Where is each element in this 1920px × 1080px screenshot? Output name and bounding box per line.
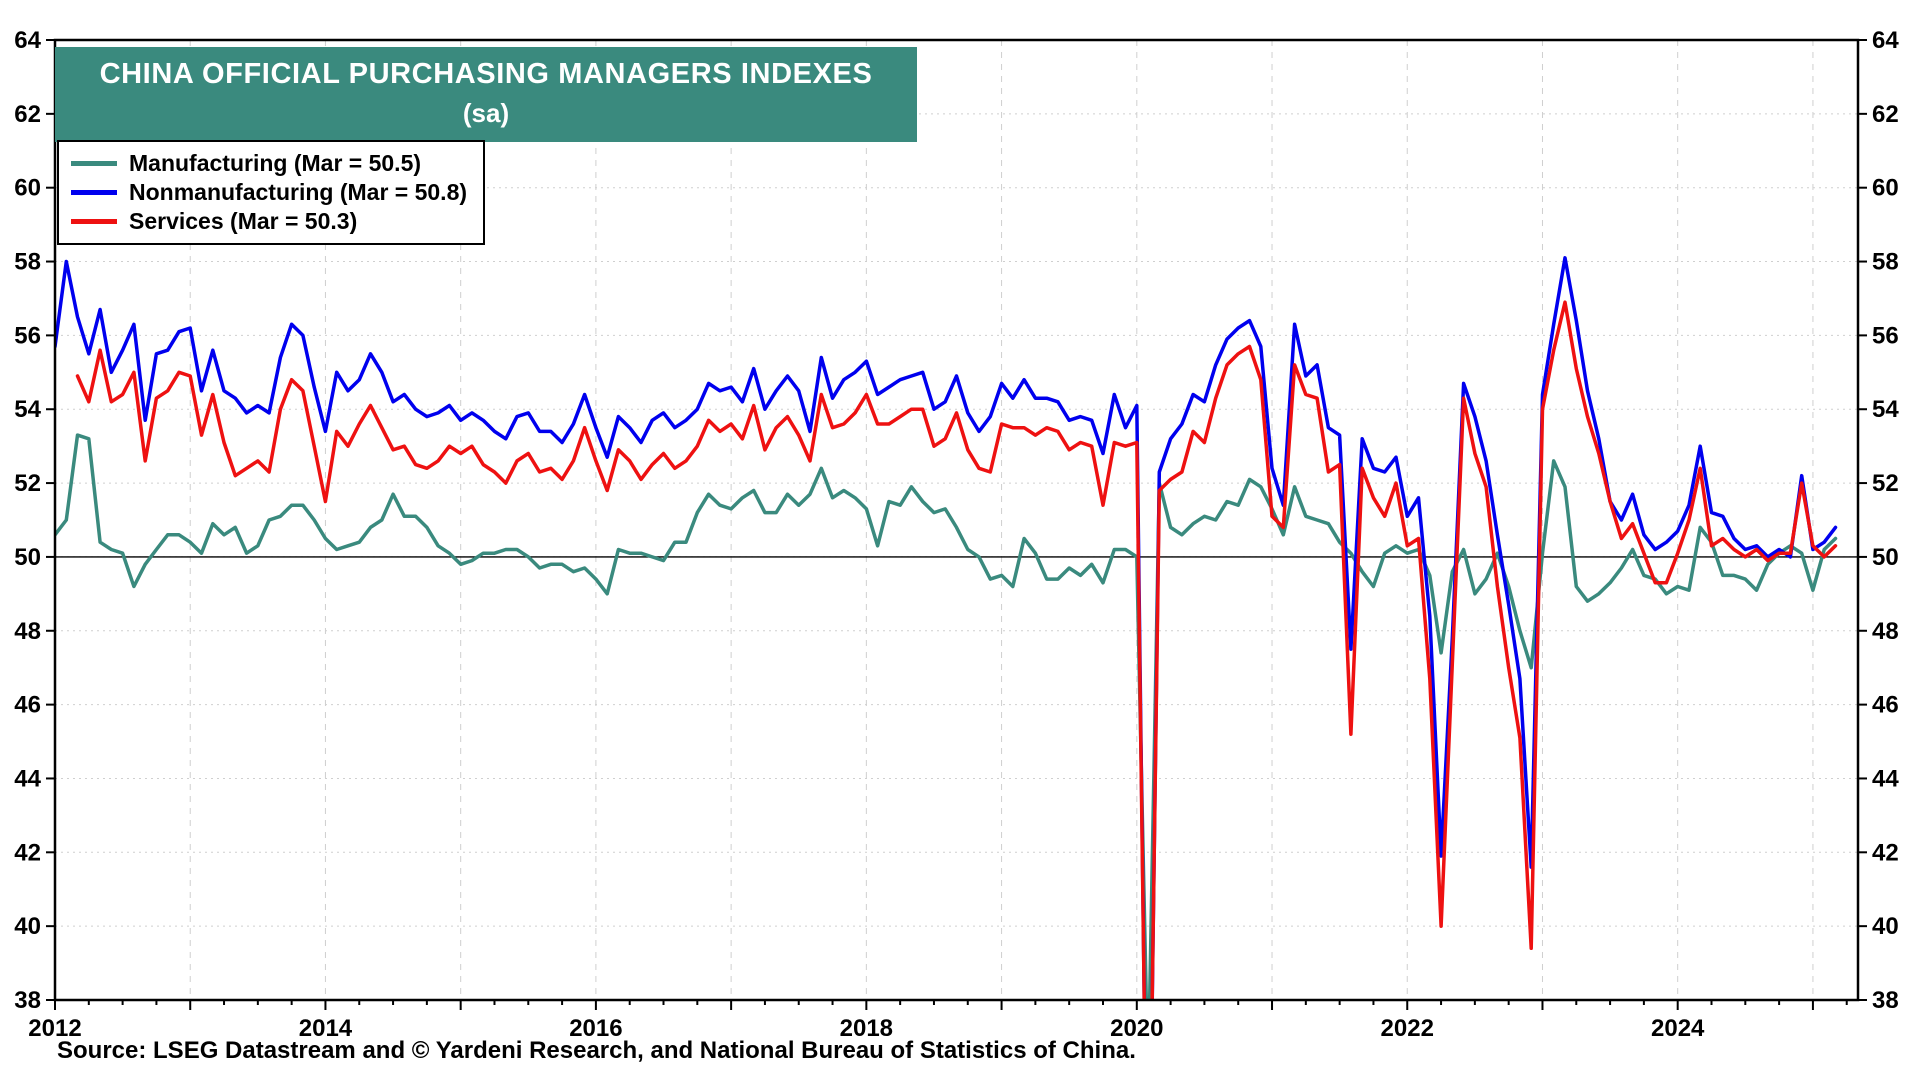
source-text: Source: LSEG Datastream and © Yardeni Re… [57, 1037, 1136, 1064]
y-axis-label-right: 54 [1872, 396, 1899, 423]
x-axis-label: 2012 [28, 1015, 81, 1042]
y-axis-label-left: 58 [14, 249, 41, 276]
chart-title: CHINA OFFICIAL PURCHASING MANAGERS INDEX… [99, 58, 873, 90]
legend-item-services: Services (Mar = 50.3) [71, 207, 467, 236]
nonmanufacturing-line-swatch [71, 190, 117, 195]
nonmanufacturing-line [55, 256, 1838, 1000]
y-axis-label-right: 40 [1872, 913, 1899, 940]
x-axis-label: 2016 [569, 1015, 622, 1042]
y-axis-label-right: 38 [1872, 987, 1899, 1014]
y-axis-label-left: 52 [14, 470, 41, 497]
chart-title-box: CHINA OFFICIAL PURCHASING MANAGERS INDEX… [55, 47, 917, 142]
y-axis-label-left: 40 [14, 913, 41, 940]
y-axis-label-left: 42 [14, 839, 41, 866]
services-line-swatch [71, 219, 117, 224]
y-axis-label-right: 52 [1872, 470, 1899, 497]
y-axis-label-left: 44 [14, 765, 41, 792]
y-axis-label-left: 48 [14, 618, 41, 645]
x-axis-label: 2014 [299, 1015, 353, 1042]
y-axis-label-left: 46 [14, 692, 41, 719]
y-axis-label-right: 58 [1872, 249, 1899, 276]
y-axis-label-right: 46 [1872, 692, 1899, 719]
x-axis-label: 2024 [1651, 1015, 1705, 1042]
legend-item-nonmanufacturing: Nonmanufacturing (Mar = 50.8) [71, 178, 467, 207]
x-axis-label: 2022 [1381, 1015, 1434, 1042]
legend-label-nonmanufacturing: Nonmanufacturing (Mar = 50.8) [129, 179, 468, 205]
manufacturing-line [55, 433, 1838, 1000]
y-axis-label-left: 56 [14, 322, 41, 349]
y-axis-label-left: 54 [14, 396, 41, 423]
y-axis-label-right: 50 [1872, 544, 1899, 571]
y-axis-label-right: 60 [1872, 175, 1899, 202]
y-axis-label-right: 44 [1872, 765, 1899, 792]
legend-item-manufacturing: Manufacturing (Mar = 50.5) [71, 149, 467, 178]
x-axis-label: 2018 [840, 1015, 893, 1042]
y-axis-label-right: 64 [1872, 27, 1899, 54]
manufacturing-line-swatch [71, 161, 117, 166]
y-axis-label-right: 42 [1872, 839, 1899, 866]
y-axis-label-left: 60 [14, 175, 41, 202]
legend-label-manufacturing: Manufacturing (Mar = 50.5) [129, 150, 422, 176]
y-axis-label-right: 48 [1872, 618, 1899, 645]
y-axis-label-right: 56 [1872, 322, 1899, 349]
legend: Manufacturing (Mar = 50.5) Nonmanufactur… [57, 140, 486, 245]
y-axis-label-left: 50 [14, 544, 41, 571]
y-axis-label-right: 62 [1872, 101, 1899, 128]
chart-subtitle: (sa) [462, 98, 510, 128]
legend-label-services: Services (Mar = 50.3) [129, 208, 358, 234]
y-axis-label-left: 62 [14, 101, 41, 128]
services-line [75, 300, 1838, 1000]
y-axis-label-left: 64 [14, 27, 41, 54]
x-axis-label: 2020 [1110, 1015, 1163, 1042]
y-axis-label-left: 38 [14, 987, 41, 1014]
